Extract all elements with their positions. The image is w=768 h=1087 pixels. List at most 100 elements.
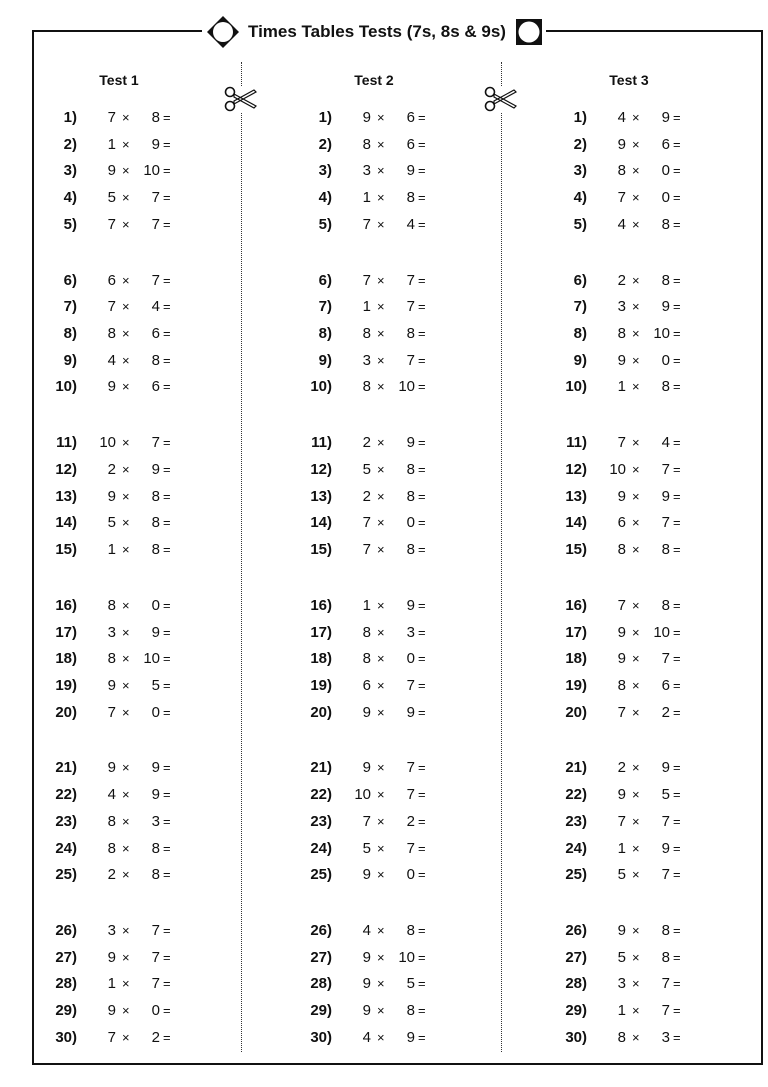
problem-number: 20) — [310, 703, 332, 721]
equals-sign: = — [418, 867, 426, 883]
equals-sign: = — [163, 949, 171, 965]
second-factor: 9 — [661, 759, 670, 777]
second-factor: 8 — [406, 487, 415, 505]
equals-sign: = — [163, 813, 171, 829]
problem-number: 27) — [565, 948, 587, 966]
equals-sign: = — [163, 461, 171, 477]
equals-sign: = — [163, 704, 171, 720]
first-factor: 8 — [617, 162, 626, 180]
first-factor: 8 — [362, 378, 371, 396]
problem-number: 24) — [55, 839, 77, 857]
first-factor: 3 — [617, 975, 626, 993]
problem-number: 25) — [565, 866, 587, 884]
problem-number: 30) — [310, 1028, 332, 1046]
multiply-sign: × — [632, 1003, 640, 1019]
multiply-sign: × — [122, 272, 130, 288]
second-factor: 7 — [406, 759, 415, 777]
problem-number: 23) — [310, 812, 332, 830]
second-factor: 9 — [406, 703, 415, 721]
first-factor: 2 — [617, 271, 626, 289]
test-title: Test 3 — [609, 72, 649, 88]
first-factor: 4 — [617, 215, 626, 233]
equals-sign: = — [163, 976, 171, 992]
problem-number: 1) — [573, 109, 587, 126]
worksheet-header: Times Tables Tests (7s, 8s & 9s) — [202, 14, 546, 50]
page-title: Times Tables Tests (7s, 8s & 9s) — [248, 22, 506, 41]
second-factor: 7 — [151, 922, 160, 939]
first-factor: 2 — [107, 460, 116, 478]
first-factor: 8 — [362, 135, 371, 153]
first-factor: 4 — [107, 351, 116, 369]
first-factor: 4 — [362, 1028, 371, 1046]
equals-sign: = — [418, 1029, 426, 1045]
equals-sign: = — [418, 163, 426, 179]
first-factor: 8 — [617, 1028, 626, 1046]
second-factor: 5 — [406, 975, 415, 993]
multiply-sign: × — [377, 677, 385, 693]
scissors-icon — [224, 86, 258, 112]
equals-sign: = — [673, 677, 681, 693]
multiply-sign: × — [377, 597, 385, 613]
multiply-sign: × — [632, 163, 640, 179]
second-factor: 8 — [406, 189, 415, 207]
first-factor: 1 — [362, 596, 371, 614]
multiply-sign: × — [377, 760, 385, 776]
second-factor: 8 — [661, 922, 670, 939]
first-factor: 1 — [617, 1002, 626, 1020]
equals-sign: = — [163, 1029, 171, 1045]
equals-sign: = — [163, 190, 171, 206]
multiply-sign: × — [632, 461, 640, 477]
first-factor: 10 — [609, 460, 626, 478]
multiply-sign: × — [122, 677, 130, 693]
problem-number: 5) — [573, 215, 587, 233]
problem-number: 19) — [565, 676, 587, 694]
first-factor: 4 — [362, 922, 371, 939]
multiply-sign: × — [632, 488, 640, 504]
multiply-sign: × — [377, 216, 385, 232]
cut-line — [501, 62, 502, 1052]
first-factor: 9 — [107, 378, 116, 396]
multiply-sign: × — [122, 488, 130, 504]
first-factor: 1 — [107, 975, 116, 993]
multiply-sign: × — [632, 216, 640, 232]
second-factor: 6 — [151, 378, 160, 396]
first-factor: 8 — [362, 325, 371, 342]
first-factor: 8 — [107, 596, 116, 614]
second-factor: 8 — [406, 541, 415, 558]
second-factor: 7 — [151, 189, 160, 207]
multiply-sign: × — [122, 163, 130, 179]
second-factor: 7 — [406, 298, 415, 316]
problem-number: 28) — [310, 975, 332, 993]
first-factor: 7 — [362, 812, 371, 830]
second-factor: 7 — [151, 948, 160, 966]
second-factor: 8 — [151, 351, 160, 369]
equals-sign: = — [673, 163, 681, 179]
first-factor: 9 — [362, 866, 371, 884]
first-factor: 3 — [362, 351, 371, 369]
equals-sign: = — [163, 787, 171, 803]
second-factor: 8 — [661, 541, 670, 558]
problem-number: 8) — [63, 325, 77, 342]
equals-sign: = — [163, 542, 171, 557]
first-factor: 9 — [107, 487, 116, 505]
problem-number: 21) — [565, 759, 587, 777]
equals-sign: = — [673, 488, 681, 504]
problem-number: 5) — [318, 215, 332, 233]
equals-sign: = — [163, 216, 171, 232]
equals-sign: = — [418, 542, 426, 557]
first-factor: 9 — [362, 948, 371, 966]
multiply-sign: × — [632, 299, 640, 315]
multiply-sign: × — [632, 326, 640, 341]
second-factor: 0 — [661, 189, 670, 207]
problem-number: 11) — [56, 434, 77, 452]
problem-number: 16) — [310, 596, 332, 614]
equals-sign: = — [418, 624, 426, 640]
equals-sign: = — [673, 624, 681, 640]
second-factor: 6 — [661, 135, 670, 153]
equals-sign: = — [163, 299, 171, 315]
cut-line — [241, 62, 242, 1052]
second-factor: 10 — [143, 162, 160, 180]
equals-sign: = — [163, 515, 171, 531]
multiply-sign: × — [377, 704, 385, 720]
second-factor: 9 — [661, 298, 670, 316]
